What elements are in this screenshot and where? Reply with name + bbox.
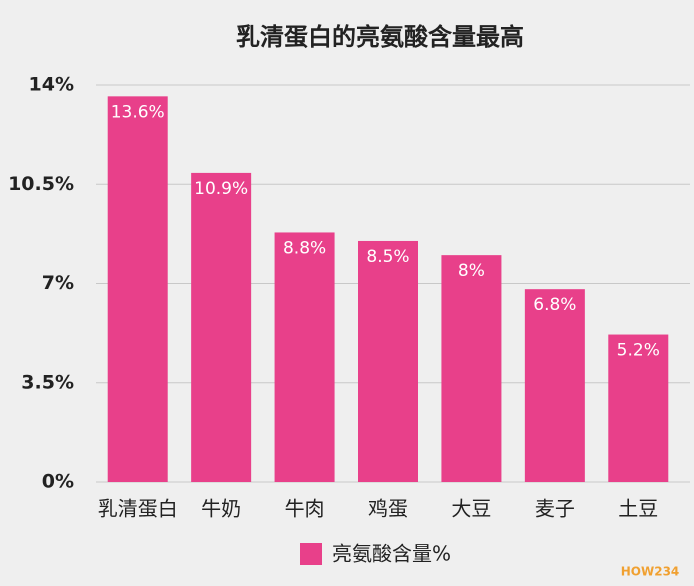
value-label: 8.5% [366, 247, 409, 267]
value-label: 8.8% [283, 238, 326, 258]
value-label: 6.8% [533, 295, 576, 315]
y-tick-label: 10.5% [8, 173, 74, 195]
bar [441, 255, 502, 482]
legend-label: 亮氨酸含量% [332, 542, 451, 566]
bar [524, 289, 585, 482]
y-tick-label: 14% [29, 74, 74, 96]
y-tick-label: 3.5% [21, 371, 74, 393]
y-tick-label: 0% [42, 471, 74, 493]
bar [274, 232, 335, 482]
value-label: 13.6% [111, 102, 165, 122]
x-tick-label: 牛奶 [201, 497, 241, 521]
x-tick-label: 土豆 [618, 497, 658, 521]
chart-title: 乳清蛋白的亮氨酸含量最高 [236, 23, 524, 51]
x-tick-label: 牛肉 [285, 497, 325, 521]
x-tick-label: 乳清蛋白 [98, 497, 178, 521]
bar [191, 172, 252, 482]
y-tick-label: 7% [42, 272, 74, 294]
bar [107, 96, 168, 482]
x-tick-label: 鸡蛋 [368, 497, 408, 521]
value-label: 5.2% [617, 341, 660, 361]
bar [608, 334, 669, 482]
bar [358, 240, 418, 482]
value-label: 10.9% [194, 179, 248, 199]
watermark: HOW234 [621, 565, 680, 579]
legend-swatch [300, 543, 322, 565]
value-label: 8% [458, 261, 485, 281]
x-tick-label: 麦子 [535, 497, 575, 521]
x-tick-label: 大豆 [451, 497, 491, 521]
